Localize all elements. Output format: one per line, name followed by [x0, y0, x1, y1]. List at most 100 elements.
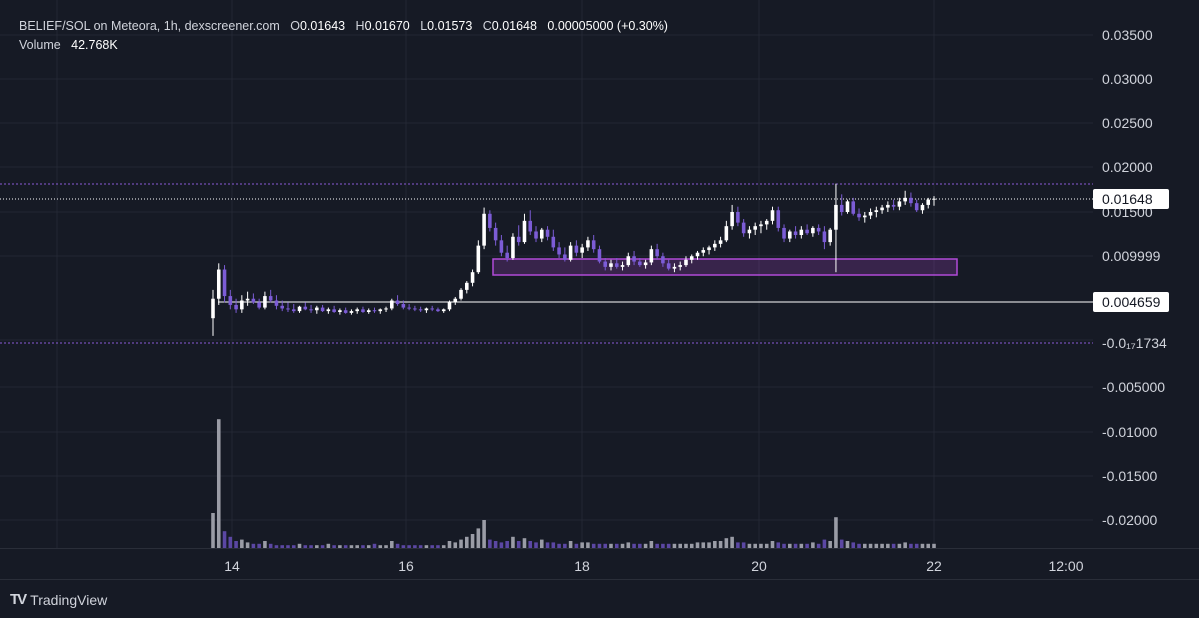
- candle-body: [505, 252, 509, 259]
- candle-body: [291, 309, 296, 312]
- x-tick-label: 12:00: [1048, 558, 1083, 574]
- tradingview-logo-icon: TV: [10, 591, 27, 608]
- candle-body: [891, 204, 896, 207]
- candle-body: [528, 220, 533, 232]
- candle-body: [678, 265, 682, 267]
- candle-body: [822, 231, 827, 243]
- volume-bar: [430, 545, 434, 548]
- candle-body: [245, 298, 250, 301]
- candle-body: [609, 263, 613, 267]
- candle-body: [730, 212, 734, 227]
- volume-bar: [315, 545, 319, 548]
- candle-body: [909, 197, 913, 204]
- candle-body: [845, 201, 850, 212]
- volume-bar: [707, 542, 711, 548]
- price-tag-label: -0.0₁₇1734: [1102, 335, 1167, 351]
- volume-bar: [320, 545, 325, 548]
- candle-body: [805, 229, 809, 234]
- tradingview-logo[interactable]: TV TradingView: [10, 591, 107, 608]
- volume-bar: [338, 545, 342, 548]
- volume-bar: [926, 543, 931, 548]
- volume-bar: [366, 545, 371, 548]
- candle-body: [672, 266, 677, 269]
- volume-bar: [568, 541, 573, 548]
- candle-body: [430, 308, 434, 310]
- volume-bar: [234, 541, 238, 548]
- volume-bar: [857, 543, 861, 548]
- volume-bar: [638, 543, 642, 548]
- candle-body: [741, 222, 746, 234]
- volume-bar: [695, 542, 700, 548]
- candle-body: [274, 300, 279, 306]
- candle-body: [424, 308, 429, 311]
- volume-bar: [655, 543, 659, 548]
- volume-bar: [476, 528, 481, 548]
- candle-body: [378, 309, 383, 312]
- volume-bar: [724, 538, 729, 548]
- candle-body: [759, 224, 763, 227]
- candle-body: [603, 261, 608, 267]
- candle-body: [591, 240, 596, 250]
- volume-bar: [632, 543, 636, 548]
- candle-body: [320, 307, 325, 312]
- volume-bar: [747, 543, 752, 548]
- low-value: 0.01573: [427, 19, 473, 33]
- high-value: 0.01670: [364, 19, 410, 33]
- volume-bar: [788, 543, 792, 548]
- volume-value: 42.768K: [71, 38, 118, 52]
- candle-body: [343, 310, 348, 313]
- candle-body: [661, 256, 665, 264]
- volume-bar: [603, 543, 608, 548]
- volume-bar: [793, 543, 798, 548]
- ohlc-legend: BELIEF/SOL on Meteora, 1h, dexscreener.c…: [19, 19, 668, 33]
- volume-bar: [851, 542, 856, 548]
- candle-body: [932, 198, 936, 200]
- candle-body: [401, 304, 406, 308]
- volume-bar: [309, 545, 313, 548]
- volume-bar: [741, 542, 746, 548]
- volume-bar: [465, 536, 469, 548]
- candle-body: [586, 240, 590, 248]
- volume-bar: [413, 545, 417, 548]
- candle-body: [868, 212, 873, 216]
- volume-bar: [407, 545, 411, 548]
- candle-body: [788, 231, 792, 239]
- candle-body: [799, 229, 804, 236]
- volume-bar: [736, 542, 740, 548]
- candle-body: [211, 298, 215, 319]
- candle-body: [782, 227, 786, 239]
- volume-bar: [782, 543, 786, 548]
- volume-bar: [441, 545, 446, 548]
- volume-bar: [511, 536, 515, 548]
- low-label: L: [420, 19, 428, 33]
- volume-bar: [891, 543, 896, 548]
- open-value: 0.01643: [299, 19, 346, 33]
- candle-body: [315, 307, 319, 311]
- candle-body: [413, 308, 417, 310]
- volume-bar: [268, 543, 273, 548]
- candle-body: [689, 256, 694, 260]
- x-tick-label: 16: [398, 558, 414, 574]
- volume-bar: [228, 536, 233, 548]
- volume-bar: [539, 539, 544, 548]
- volume-bar: [845, 541, 850, 548]
- x-tick-label: 20: [751, 558, 767, 574]
- time-axis-divider: [0, 548, 1199, 549]
- candle-body: [684, 259, 688, 266]
- candle-body: [366, 310, 371, 313]
- volume-bar: [886, 543, 890, 548]
- candle-body: [839, 204, 844, 212]
- volume-bar: [713, 541, 717, 548]
- candle-body: [695, 252, 700, 257]
- volume-bar: [701, 542, 706, 548]
- volume-legend: Volume 42.768K: [19, 38, 118, 52]
- volume-bar: [626, 542, 631, 548]
- volume-bar: [493, 541, 498, 548]
- candle-body: [764, 220, 769, 225]
- candle-body: [776, 210, 781, 228]
- y-tick-label: 0.03000: [1102, 71, 1153, 87]
- candle-body: [361, 309, 365, 313]
- candle-body: [655, 249, 659, 257]
- price-tag-label: 0.004659: [1102, 294, 1161, 310]
